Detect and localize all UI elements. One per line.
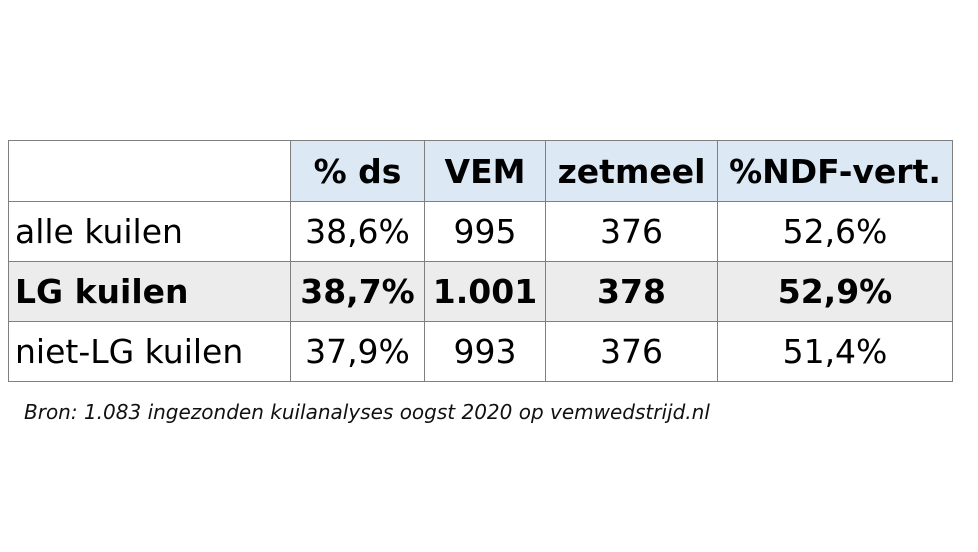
cell: 38,6% (290, 201, 425, 262)
cell: 52,6% (717, 201, 953, 262)
cell: 995 (424, 201, 546, 262)
header-row: % ds VEM zetmeel %NDF-vert. (8, 140, 953, 202)
cell: 51,4% (717, 321, 953, 382)
header-cell: %NDF-vert. (717, 140, 953, 202)
cell: 378 (545, 261, 718, 322)
table-row: niet-LG kuilen 37,9% 993 376 51,4% (8, 321, 953, 382)
cell: 376 (545, 321, 718, 382)
table-row: LG kuilen 38,7% 1.001 378 52,9% (8, 261, 953, 322)
header-cell: zetmeel (545, 140, 718, 202)
cell: 38,7% (290, 261, 425, 322)
row-label: niet-LG kuilen (8, 321, 291, 382)
header-cell: VEM (424, 140, 546, 202)
cell: 52,9% (717, 261, 953, 322)
table-row: alle kuilen 38,6% 995 376 52,6% (8, 201, 953, 262)
row-label: alle kuilen (8, 201, 291, 262)
table-body: alle kuilen 38,6% 995 376 52,6% LG kuilen 38,7… (8, 201, 953, 382)
header-cell (8, 140, 291, 202)
cell: 1.001 (424, 261, 546, 322)
data-table: % ds VEM zetmeel %NDF-vert. alle kuilen 3… (8, 140, 953, 382)
source-note: Bron: 1.083 ingezonden kuilanalyses oogs… (24, 400, 710, 424)
header-cell: % ds (290, 140, 425, 202)
row-label: LG kuilen (8, 261, 291, 322)
cell: 993 (424, 321, 546, 382)
cell: 37,9% (290, 321, 425, 382)
cell: 376 (545, 201, 718, 262)
